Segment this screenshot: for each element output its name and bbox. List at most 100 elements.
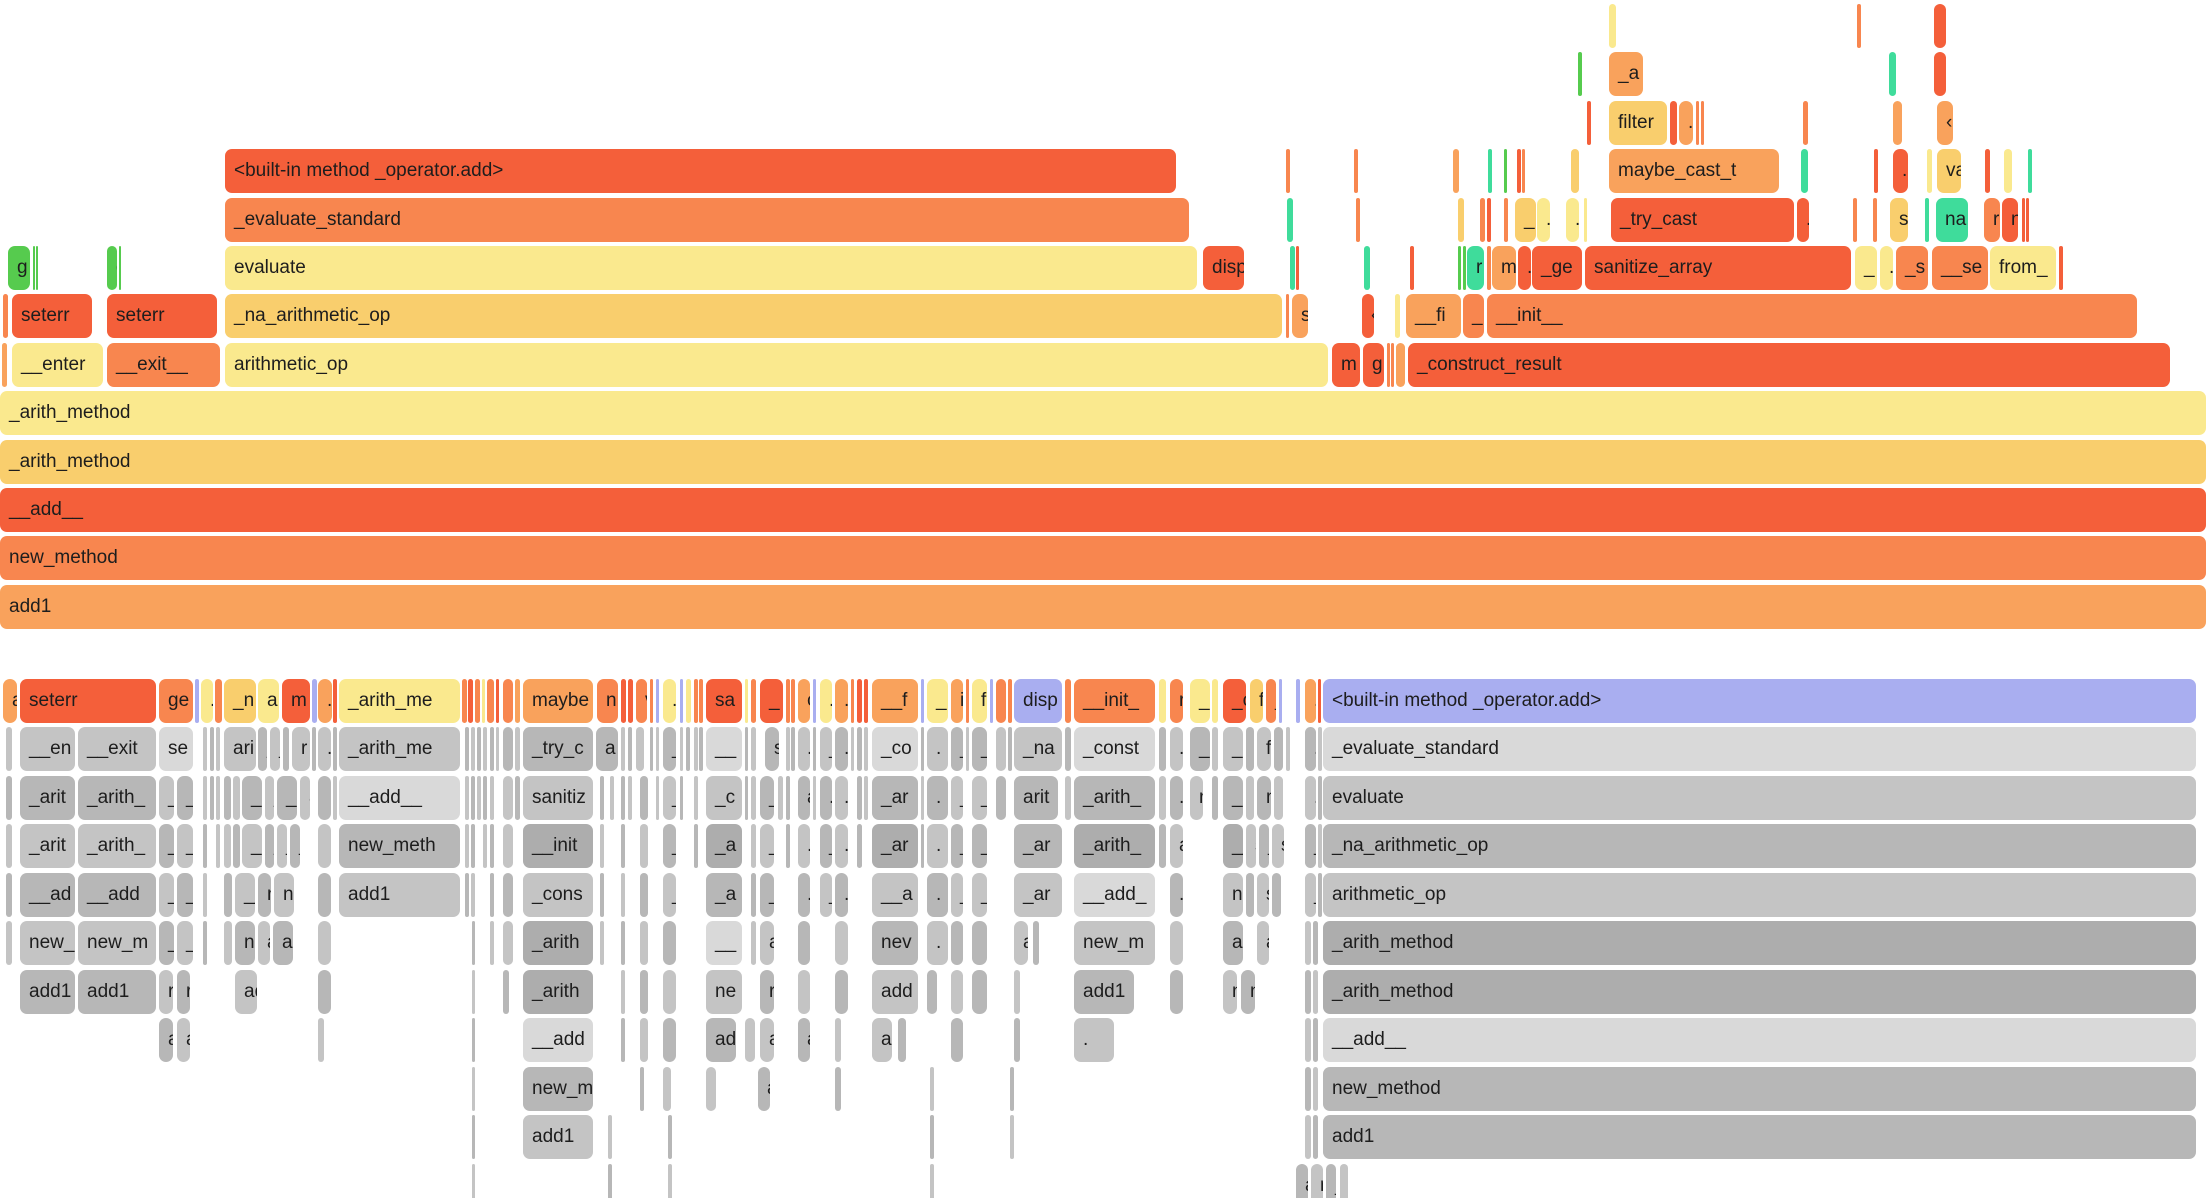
frame-block[interactable] [1065,679,1071,723]
frame-block[interactable]: . [835,727,848,771]
frame-block[interactable] [751,776,756,820]
frame-block[interactable] [621,873,625,917]
frame-block[interactable] [468,679,473,723]
frame-block[interactable]: _ar [872,776,918,820]
frame-block[interactable] [1159,727,1166,771]
frame-block[interactable]: . [835,776,848,820]
frame-block[interactable]: <built-in method _operator.add> [225,149,1176,193]
frame-block[interactable]: a [1170,824,1183,868]
frame-block[interactable]: _ [1515,198,1536,242]
frame-block[interactable]: ari [224,727,256,771]
frame-block[interactable]: __f [872,679,918,723]
frame-block[interactable]: _ [663,727,676,771]
frame-block[interactable]: . [1797,198,1809,242]
frame-block[interactable]: _a [706,873,742,917]
frame-block[interactable]: _ [1463,294,1484,338]
frame-block[interactable]: . [1074,1018,1114,1062]
frame-block[interactable]: . [1396,343,1405,387]
frame-block[interactable] [1014,1018,1020,1062]
frame-block[interactable] [898,1018,906,1062]
frame-block[interactable]: . [835,679,848,723]
frame-block[interactable]: __se [1932,246,1988,290]
frame-block[interactable]: . [927,824,948,868]
frame-block[interactable] [1305,1018,1311,1062]
frame-block[interactable] [1387,343,1390,387]
frame-block[interactable] [798,921,810,965]
frame-block[interactable] [465,727,469,771]
frame-block[interactable] [656,679,659,723]
frame-block[interactable]: . [663,679,676,723]
frame-block[interactable]: _ [1190,679,1210,723]
frame-block[interactable] [813,727,816,771]
frame-block[interactable]: s [1292,294,1308,338]
frame-block[interactable] [610,776,614,820]
frame-block[interactable] [2,343,7,387]
frame-block[interactable]: . [1305,727,1316,771]
frame-block[interactable] [482,679,485,723]
frame-block[interactable]: __fi [1406,294,1461,338]
frame-block[interactable]: . [1893,149,1908,193]
frame-block[interactable]: _arith_ [78,824,156,868]
frame-block[interactable]: _ [1266,679,1276,723]
frame-block[interactable]: _ [820,727,832,771]
frame-block[interactable] [663,970,676,1014]
frame-block[interactable] [496,727,499,771]
frame-block[interactable] [751,873,756,917]
frame-block[interactable]: _a [1223,776,1243,820]
frame-block[interactable] [203,727,207,771]
frame-block[interactable]: _ [177,921,193,965]
frame-block[interactable] [1480,198,1485,242]
frame-block[interactable] [1670,101,1677,145]
frame-block[interactable] [216,824,220,868]
frame-block[interactable]: <built-in method _operator.add> [1323,679,2196,723]
frame-block[interactable]: r [1170,679,1183,723]
frame-block[interactable] [857,727,862,771]
frame-block[interactable] [972,970,987,1014]
frame-block[interactable]: . [1518,246,1531,290]
frame-block[interactable]: __add [78,873,156,917]
frame-block[interactable] [503,970,509,1014]
frame-block[interactable]: . [1274,776,1283,820]
frame-block[interactable]: f [972,679,987,723]
frame-block[interactable]: s [1272,824,1284,868]
frame-block[interactable] [1305,1115,1311,1159]
frame-block[interactable] [1318,776,1322,820]
frame-block[interactable] [1571,149,1579,193]
frame-block[interactable] [786,776,790,820]
frame-block[interactable] [921,824,924,868]
frame-block[interactable] [119,246,121,290]
frame-block[interactable] [621,970,625,1014]
frame-block[interactable]: c [798,679,810,723]
frame-block[interactable]: new_m [78,921,156,965]
frame-block[interactable] [1008,679,1012,723]
frame-block[interactable]: ad [235,970,257,1014]
frame-block[interactable]: _evaluate_standard [1323,727,2196,771]
frame-block[interactable] [1889,52,1896,96]
frame-block[interactable] [471,776,475,820]
frame-block[interactable] [312,727,316,771]
frame-block[interactable]: _ [159,776,174,820]
frame-block[interactable]: s [1246,824,1256,868]
frame-block[interactable] [1313,1067,1318,1111]
frame-block[interactable] [621,824,625,868]
frame-block[interactable] [475,679,480,723]
frame-block[interactable]: . [927,921,948,965]
frame-block[interactable] [6,776,12,820]
frame-block[interactable] [798,970,810,1014]
frame-block[interactable] [1008,727,1012,771]
frame-block[interactable]: _construct_result [1408,343,2170,387]
frame-block[interactable] [6,824,12,868]
frame-block[interactable]: _ [177,873,193,917]
frame-block[interactable]: _ [159,824,174,868]
frame-block[interactable]: r [1467,246,1484,290]
frame-block[interactable] [483,824,487,868]
frame-block[interactable]: __exit__ [107,343,220,387]
frame-block[interactable]: g [8,246,30,290]
frame-block[interactable]: ac [273,921,293,965]
frame-block[interactable] [1313,921,1318,965]
frame-block[interactable] [680,727,683,771]
frame-block[interactable] [1159,776,1166,820]
frame-block[interactable]: _ [159,921,174,965]
frame-block[interactable]: va [1937,149,1961,193]
frame-block[interactable] [751,679,756,723]
